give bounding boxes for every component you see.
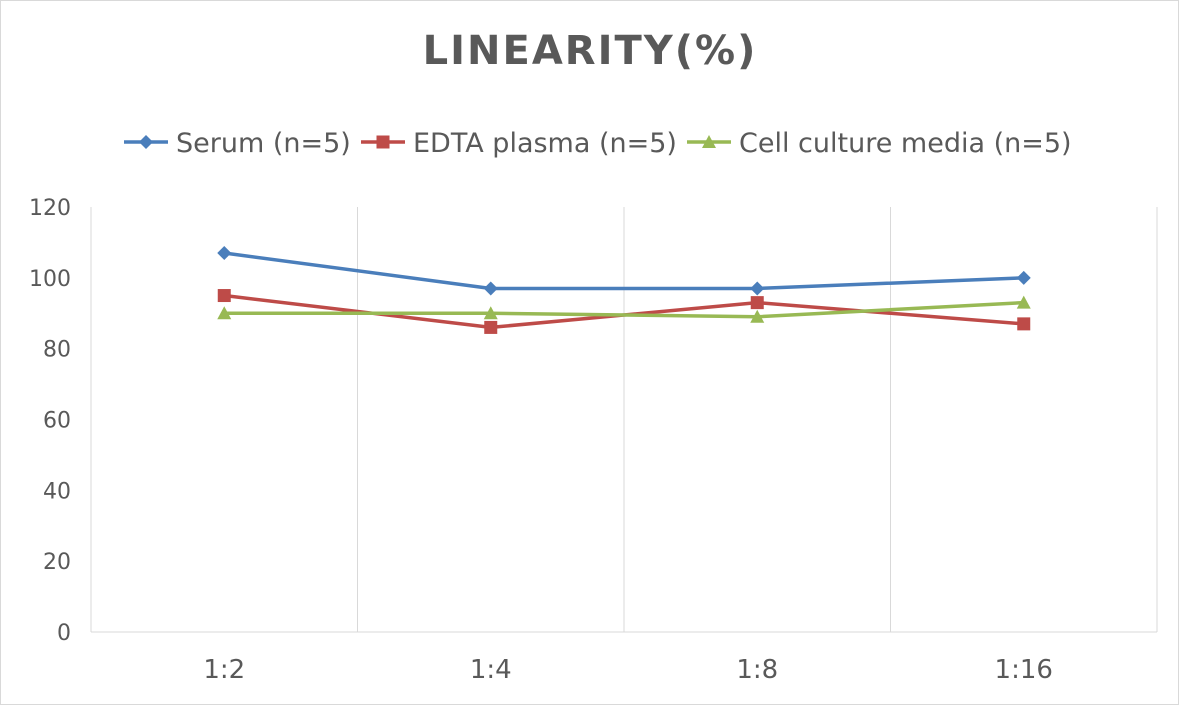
- x-tick-label: 1:2: [203, 655, 245, 685]
- y-tick-label: 20: [43, 550, 71, 575]
- data-point-diamond: [217, 246, 232, 261]
- legend-item: EDTA plasma (n=5): [361, 128, 677, 159]
- legend-label: Cell culture media (n=5): [739, 128, 1072, 159]
- data-point-square: [217, 289, 231, 303]
- series-0: [217, 246, 1031, 296]
- data-point-diamond: [483, 281, 498, 296]
- data-point-square: [376, 135, 390, 149]
- chart-title: LINEARITY(%): [423, 28, 758, 74]
- series-2: [217, 295, 1031, 323]
- data-point-triangle: [750, 309, 765, 323]
- data-point-triangle: [483, 306, 498, 320]
- x-tick-label: 1:4: [470, 655, 512, 685]
- series-line: [224, 300, 1024, 319]
- legend-label: Serum (n=5): [176, 128, 351, 159]
- data-point-diamond: [139, 135, 153, 149]
- data-point-triangle: [217, 306, 232, 320]
- data-point-square: [750, 296, 764, 310]
- x-tick-label: 1:16: [995, 655, 1053, 685]
- grid: [90, 207, 1158, 632]
- y-tick-label: 120: [29, 196, 71, 221]
- y-tick-label: 60: [43, 409, 71, 434]
- legend-label: EDTA plasma (n=5): [413, 128, 677, 159]
- legend: Serum (n=5) EDTA plasma (n=5) Cell culture…: [124, 128, 1072, 159]
- y-tick-label: 40: [43, 479, 71, 504]
- data-point-triangle: [702, 135, 716, 148]
- legend-item: Serum (n=5): [124, 128, 351, 159]
- data-point-diamond: [1016, 270, 1031, 285]
- legend-item: Cell culture media (n=5): [687, 128, 1072, 159]
- series-group: [217, 246, 1031, 334]
- data-point-diamond: [750, 281, 765, 296]
- data-point-triangle: [1016, 295, 1031, 309]
- y-tick-label: 0: [57, 621, 71, 646]
- y-tick-label: 100: [29, 267, 71, 292]
- axes: 0 20 40 60 80 100 120 1:2 1:4 1:8 1:16: [29, 196, 1157, 685]
- x-tick-label: 1:8: [736, 655, 778, 685]
- y-tick-label: 80: [43, 338, 71, 363]
- data-point-square: [484, 320, 498, 334]
- series-line: [224, 251, 1024, 291]
- data-point-square: [1017, 317, 1031, 331]
